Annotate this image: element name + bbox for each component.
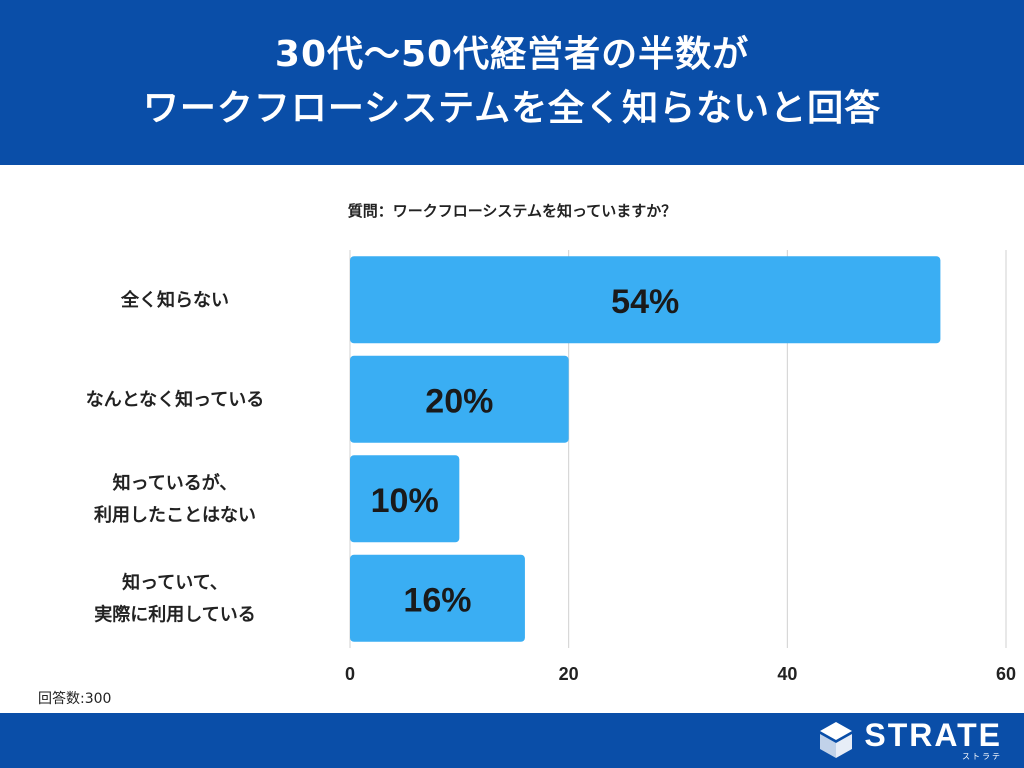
x-tick-label: 40 — [777, 664, 797, 684]
category-label: 知っているが、 — [113, 472, 238, 494]
bar — [350, 455, 460, 543]
category-label: 知っていて、 — [122, 571, 228, 593]
title-line-2: ワークフローシステムを全く知らないと回答 — [142, 88, 882, 129]
data-label: 20% — [425, 382, 493, 420]
category-label: 全く知らない — [120, 289, 229, 311]
bar — [350, 554, 525, 642]
strate-logo-icon — [820, 722, 853, 758]
category-label: 実際に利用している — [94, 603, 255, 625]
x-tick-label: 60 — [996, 664, 1016, 684]
logo-katakana: ストラテ — [962, 752, 1002, 761]
footer-banner — [0, 713, 1024, 768]
bar — [350, 355, 569, 443]
logo-wordmark: STRATE — [864, 717, 1002, 753]
strate-logo: STRATE ストラテ — [818, 718, 1002, 762]
x-tick-label: 20 — [559, 664, 579, 684]
category-label: なんとなく知っている — [86, 388, 265, 410]
bar-chart: 0 20 40 60 54% 全く知らない 20% なんとなく知っている 10% 知っているが、利… — [86, 250, 1016, 684]
x-tick-label: 0 — [345, 664, 355, 684]
data-label: 16% — [403, 581, 471, 619]
category-label: 利用したことはない — [94, 504, 256, 526]
bar — [350, 256, 941, 344]
survey-question: 質問：ワークフローシステムを知っていますか？ — [347, 202, 677, 220]
data-label: 10% — [371, 482, 439, 520]
data-label: 54% — [611, 283, 679, 321]
header-banner: 30代〜50代経営者の半数が ワークフローシステムを全く知らないと回答 — [0, 0, 1024, 165]
respondent-count: 回答数:300 — [38, 691, 112, 707]
title-line-1: 30代〜50代経営者の半数が — [274, 34, 750, 75]
